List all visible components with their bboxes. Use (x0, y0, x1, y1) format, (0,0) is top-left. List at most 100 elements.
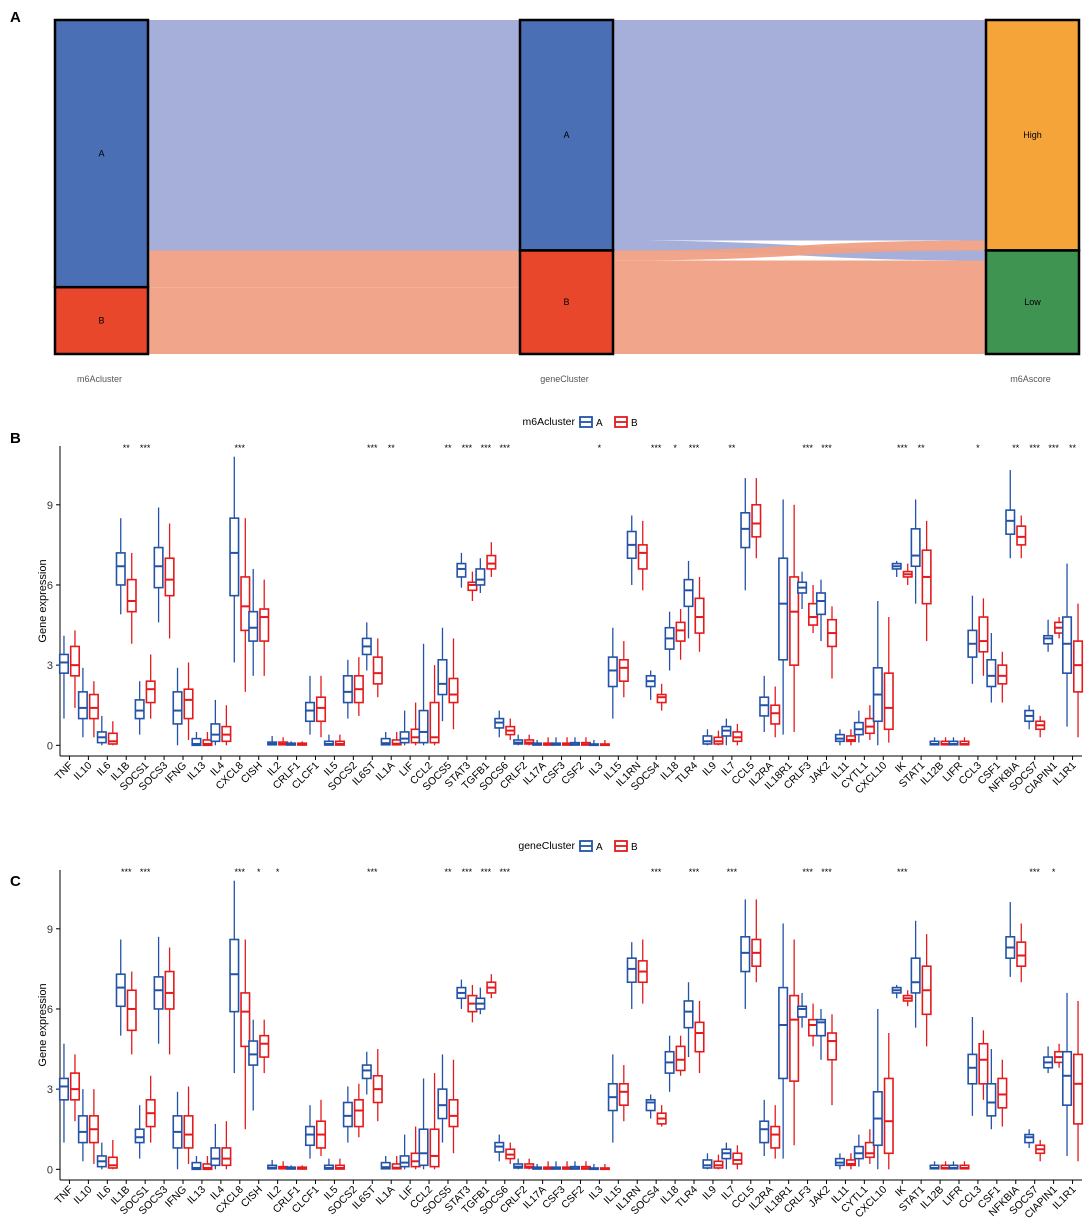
box-iqr (910, 528, 921, 568)
x-tick-label: IL10 (72, 760, 95, 783)
sankey-link (613, 240, 986, 261)
significance-mark: *** (689, 867, 700, 877)
box-iqr (910, 957, 921, 994)
box-iqr (467, 581, 478, 592)
significance-mark: *** (802, 867, 813, 877)
sankey-node-label: A (563, 130, 569, 140)
x-tick-label: CISH (239, 1184, 265, 1210)
sankey-link (148, 250, 520, 288)
panel-label-b: B (10, 430, 21, 447)
significance-mark: *** (727, 867, 738, 877)
box-iqr (997, 664, 1008, 685)
box-iqr (202, 739, 213, 747)
box-iqr (304, 701, 316, 723)
legend-label: B (631, 418, 638, 429)
box-iqr (229, 938, 240, 1013)
box-iqr (429, 1128, 440, 1168)
box-iqr (1072, 1053, 1084, 1125)
box-iqr (134, 699, 145, 720)
box-iqr (418, 1128, 429, 1167)
x-tick-label: TLR4 (673, 1184, 700, 1211)
x-tick-label: IL13 (185, 760, 208, 783)
significance-mark: * (1052, 867, 1056, 877)
box-iqr (399, 731, 410, 744)
box-iqr (88, 693, 99, 720)
significance-mark: ** (918, 443, 926, 453)
box-iqr (702, 735, 713, 745)
y-tick-label: 3 (47, 1084, 53, 1096)
significance-mark: * (976, 443, 980, 453)
box-iqr (637, 544, 648, 570)
significance-mark: *** (821, 443, 832, 453)
significance-mark: *** (1029, 867, 1040, 877)
box-iqr (759, 696, 770, 717)
sankey-axis-label: m6Ascore (1010, 374, 1051, 384)
sankey-link (148, 287, 520, 354)
box-iqr (172, 691, 183, 725)
sankey-node-label: B (563, 297, 569, 307)
box-iqr (607, 656, 618, 688)
significance-mark: *** (367, 867, 378, 877)
significance-mark: *** (462, 443, 473, 453)
box-iqr (770, 704, 781, 725)
box-iqr (240, 992, 251, 1048)
box-iqr (778, 557, 789, 661)
sankey-axis-label: geneCluster (540, 374, 589, 384)
box-iqr (107, 1156, 118, 1169)
y-axis-title: Gene expression (37, 983, 49, 1066)
box-iqr (986, 1082, 997, 1117)
y-tick-label: 9 (47, 500, 53, 512)
box-iqr (694, 1021, 705, 1053)
sankey-node-label: A (98, 149, 104, 159)
x-tick-label: TLR4 (673, 760, 700, 787)
significance-mark: *** (481, 867, 492, 877)
box-iqr (883, 1077, 894, 1155)
box-iqr (210, 1147, 221, 1167)
x-tick-label: CSF2 (559, 760, 587, 788)
sankey-node (53, 18, 150, 289)
significance-mark: ** (388, 443, 396, 453)
box-iqr (191, 737, 202, 747)
significance-mark: *** (821, 867, 832, 877)
significance-mark: ** (444, 443, 452, 453)
box-iqr (77, 691, 88, 720)
box-iqr (1043, 634, 1054, 645)
box-iqr (164, 557, 175, 597)
box-iqr (342, 1101, 353, 1128)
significance-mark: * (276, 867, 280, 877)
box-iqr (732, 1152, 743, 1165)
box-iqr (126, 989, 137, 1032)
box-iqr (77, 1115, 88, 1144)
box-iqr (361, 1064, 372, 1080)
box-iqr (997, 1077, 1008, 1109)
sankey-link (613, 20, 986, 241)
box-iqr (845, 735, 856, 743)
x-tick-label: CSF2 (559, 1184, 587, 1212)
box-iqr (248, 1040, 259, 1066)
sankey-node (984, 18, 1081, 252)
box-iqr (69, 1072, 81, 1101)
significance-mark: *** (689, 443, 700, 453)
box-iqr (259, 608, 270, 642)
box-iqr (221, 1147, 232, 1167)
box-iqr (656, 693, 667, 704)
box-iqr (978, 616, 989, 653)
box-iqr (1072, 640, 1084, 693)
legend: m6Acluster A B (522, 416, 638, 429)
box-iqr (797, 1005, 808, 1018)
x-tick-label: IL1A (374, 1184, 398, 1208)
box-iqr (429, 701, 440, 744)
box-iqr (248, 610, 259, 642)
box-iqr (437, 658, 448, 696)
significance-mark: *** (235, 443, 246, 453)
box-iqr (1061, 1050, 1073, 1106)
box-iqr (967, 1053, 978, 1085)
box-iqr (978, 1042, 989, 1085)
y-tick-label: 3 (47, 660, 53, 672)
significance-mark: *** (462, 867, 473, 877)
box-iqr (372, 656, 383, 685)
box-iqr (770, 1125, 781, 1149)
box-iqr (1016, 941, 1027, 968)
